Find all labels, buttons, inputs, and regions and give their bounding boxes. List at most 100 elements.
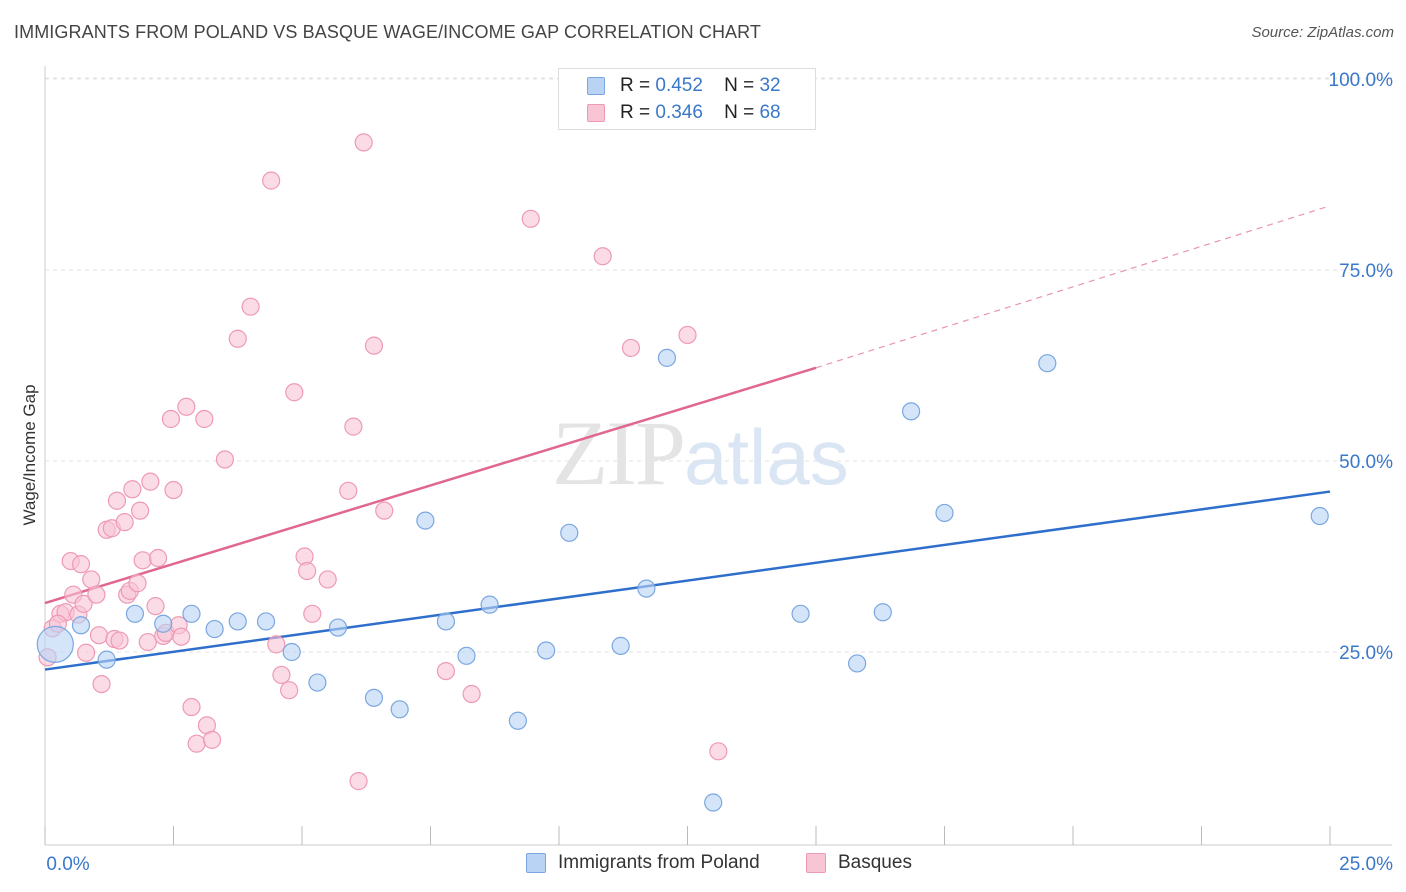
basques-point bbox=[182, 697, 201, 717]
poland-point bbox=[36, 625, 74, 663]
legend-n-value: 68 bbox=[759, 102, 781, 123]
tick-labels: 25.0% 50.0% 75.0% 100.0% 0.0% 25.0% bbox=[46, 70, 1393, 875]
legend-n-value: 32 bbox=[759, 75, 781, 96]
basques-point bbox=[82, 570, 101, 589]
basques-point bbox=[215, 450, 234, 469]
poland-point bbox=[1038, 354, 1057, 373]
basques-point bbox=[262, 171, 281, 190]
poland-point bbox=[228, 612, 247, 631]
y-tick-label: 50.0% bbox=[1339, 452, 1393, 473]
basques-point bbox=[89, 626, 109, 645]
basques-point bbox=[164, 480, 183, 500]
poland-point bbox=[1310, 506, 1329, 526]
trend-line-basques-extension bbox=[815, 205, 1331, 369]
basques-point bbox=[354, 133, 373, 152]
basques-point bbox=[280, 681, 299, 700]
poland-point bbox=[154, 614, 173, 633]
poland-point bbox=[480, 595, 499, 614]
legend-r-value: 0.346 bbox=[655, 102, 703, 123]
poland-point bbox=[390, 700, 409, 719]
series-label-basques: Basques bbox=[838, 852, 912, 873]
series-swatch-basques bbox=[806, 853, 826, 873]
basques-point bbox=[298, 561, 317, 581]
basques-point bbox=[172, 627, 191, 646]
basques-point bbox=[228, 329, 247, 348]
legend-swatch-poland bbox=[587, 77, 605, 95]
basques-point bbox=[146, 597, 165, 616]
poland-point bbox=[637, 579, 656, 598]
basques-point bbox=[202, 730, 222, 749]
y-axis-label: Wage/Income Gap bbox=[20, 384, 39, 526]
basques-point bbox=[593, 247, 612, 266]
basques-point bbox=[141, 472, 160, 491]
basques-point bbox=[107, 491, 127, 510]
basques-point bbox=[364, 336, 384, 355]
gridlines bbox=[45, 77, 1392, 653]
basques-point bbox=[128, 574, 147, 593]
trend-line-poland bbox=[44, 490, 1331, 671]
basques-point bbox=[115, 513, 134, 532]
basques-point bbox=[177, 397, 196, 416]
basques-point bbox=[436, 661, 456, 681]
watermark-zip: ZIP bbox=[552, 402, 686, 504]
basques-point bbox=[462, 684, 481, 704]
basques-points bbox=[38, 133, 728, 791]
legend-n-label: N = bbox=[724, 102, 755, 123]
basques-point bbox=[195, 409, 214, 429]
basques-point bbox=[110, 631, 129, 650]
poland-point bbox=[364, 688, 384, 707]
poland-point bbox=[457, 646, 476, 665]
basques-point bbox=[77, 643, 96, 662]
poland-point bbox=[791, 604, 810, 623]
poland-point bbox=[308, 673, 327, 692]
basques-point bbox=[87, 585, 106, 604]
basques-point bbox=[621, 338, 641, 358]
watermark-atlas: atlas bbox=[684, 413, 849, 501]
basques-point bbox=[130, 501, 150, 520]
basques-point bbox=[161, 409, 181, 429]
y-tick-label: 100.0% bbox=[1329, 70, 1394, 91]
x-tick-label: 0.0% bbox=[46, 854, 89, 875]
basques-point bbox=[339, 481, 358, 500]
poland-point bbox=[611, 636, 630, 655]
poland-point bbox=[436, 612, 456, 631]
poland-point bbox=[848, 654, 867, 673]
poland-point bbox=[704, 793, 723, 812]
basques-point bbox=[267, 635, 286, 654]
basques-point bbox=[241, 297, 260, 316]
poland-point bbox=[560, 523, 579, 542]
poland-point bbox=[71, 616, 91, 635]
legend-swatch-basques bbox=[587, 104, 605, 122]
x-tick-label: 25.0% bbox=[1339, 854, 1393, 875]
basques-point bbox=[148, 548, 168, 568]
basques-point bbox=[123, 480, 142, 499]
basques-point bbox=[138, 632, 157, 652]
basques-point bbox=[375, 501, 394, 520]
basques-point bbox=[272, 665, 291, 685]
poland-point bbox=[508, 711, 527, 730]
basques-point bbox=[71, 555, 91, 574]
poland-point bbox=[901, 402, 921, 421]
poland-point bbox=[657, 348, 677, 367]
poland-point bbox=[328, 618, 348, 637]
basques-point bbox=[74, 594, 93, 613]
basques-point bbox=[318, 570, 337, 589]
y-tick-label: 75.0% bbox=[1339, 261, 1393, 282]
legend-n-label: N = bbox=[724, 75, 755, 96]
series-swatch-poland bbox=[526, 853, 546, 873]
poland-point bbox=[182, 604, 201, 623]
basques-point bbox=[92, 674, 111, 694]
poland-points bbox=[36, 348, 1329, 812]
poland-point bbox=[873, 603, 892, 622]
basques-point bbox=[521, 209, 540, 228]
y-tick-label: 25.0% bbox=[1339, 643, 1393, 664]
legend-r-label: R = bbox=[620, 102, 651, 123]
trend-line-basques bbox=[44, 366, 817, 605]
legend-r-value: 0.452 bbox=[655, 75, 703, 96]
poland-point bbox=[256, 612, 276, 631]
poland-point bbox=[125, 604, 145, 623]
poland-point bbox=[97, 650, 116, 669]
poland-point bbox=[205, 619, 224, 639]
poland-point bbox=[282, 642, 301, 662]
